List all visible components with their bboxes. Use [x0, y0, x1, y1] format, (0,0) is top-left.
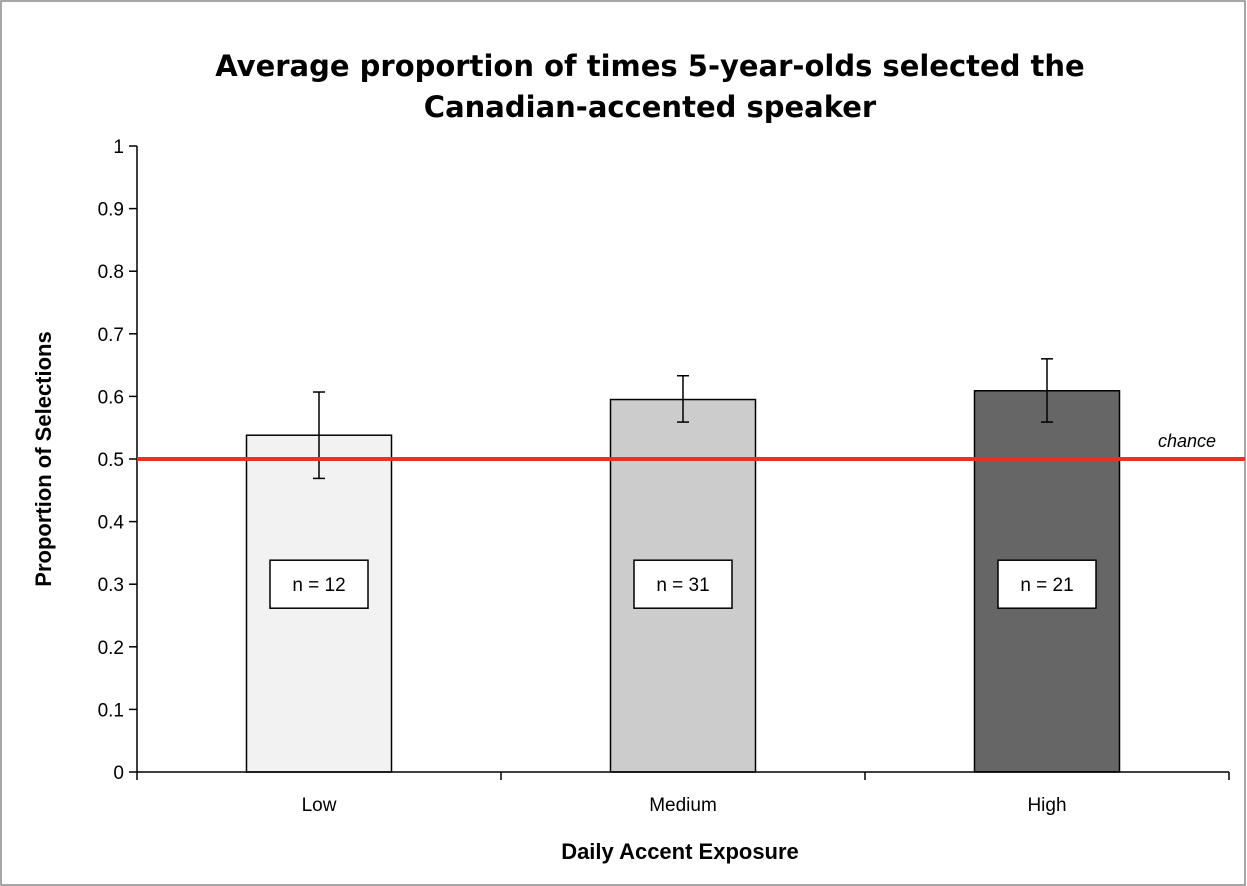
x-category-label: Medium: [649, 795, 717, 816]
y-tick-label: 0: [113, 763, 124, 784]
sample-size-box: [633, 559, 733, 609]
y-tick-label: 0.7: [98, 325, 124, 346]
y-tick-label: 0.5: [98, 450, 124, 471]
x-axis: Low Medium High: [136, 771, 1230, 816]
y-tick-label: 0.6: [98, 387, 124, 408]
y-tick-label: 0.3: [98, 575, 124, 596]
error-bars: [313, 358, 1053, 480]
sample-size-label: n = 31: [656, 575, 709, 596]
chart-title-line-1: Average proportion of times 5-year-olds …: [215, 49, 1084, 83]
y-axis: 0 0.1 0.2 0.3 0.4 0.5 0.6 0.7 0.8 0.9 1: [98, 137, 138, 784]
chart-title-line-2: Canadian-accented speaker: [424, 90, 877, 124]
x-category-label: Low: [302, 795, 337, 816]
sample-size-label: n = 12: [292, 575, 345, 596]
y-tick-label: 0.2: [98, 638, 124, 659]
x-category-label: High: [1027, 795, 1066, 816]
y-tick-label: 0.4: [98, 513, 125, 534]
sample-size-label: n = 21: [1020, 575, 1073, 596]
sample-size-box: [269, 559, 369, 609]
y-axis-title: Proportion of Selections: [31, 331, 56, 586]
chance-label: chance: [1158, 431, 1216, 451]
sample-size-box: [997, 559, 1097, 609]
y-tick-label: 0.9: [98, 200, 124, 221]
sample-size-boxes: n = 12 n = 31 n = 21: [269, 559, 1097, 609]
y-tick-label: 1: [113, 137, 124, 158]
y-tick-label: 0.1: [98, 700, 124, 721]
chance-reference: chance: [137, 431, 1245, 461]
x-axis-title: Daily Accent Exposure: [561, 839, 799, 864]
y-tick-label: 0.8: [98, 262, 124, 283]
